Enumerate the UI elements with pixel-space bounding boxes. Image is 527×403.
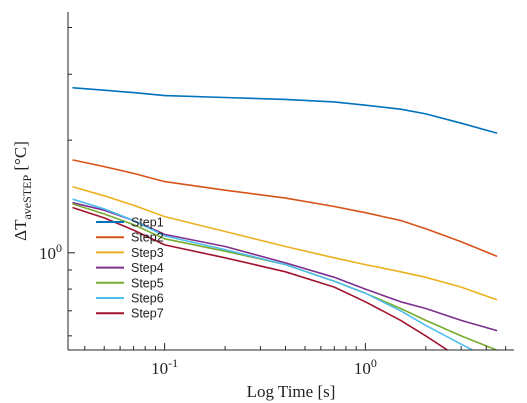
legend-entry-step7: Step7 bbox=[96, 307, 164, 321]
legend-label: Step3 bbox=[131, 246, 164, 260]
x-tick-label: 10-1 bbox=[151, 356, 178, 378]
y-axis-label: ΔTaveSTEP [°C] bbox=[11, 141, 34, 241]
legend-label: Step1 bbox=[131, 216, 164, 230]
series-line-step2 bbox=[72, 159, 498, 257]
legend-label: Step2 bbox=[131, 231, 164, 245]
legend-label: Step4 bbox=[131, 261, 164, 275]
legend-entry-step4: Step4 bbox=[96, 261, 164, 275]
axes-layer: 10-1 100 100 Log Time [s] ΔTaveSTEP [°C] bbox=[11, 12, 514, 401]
legend-entry-step3: Step3 bbox=[96, 246, 164, 260]
y-tick-label: 100 bbox=[39, 241, 62, 263]
series-line-step1 bbox=[72, 87, 498, 134]
series-line-step6 bbox=[72, 198, 475, 350]
legend-entry-step5: Step5 bbox=[96, 276, 164, 290]
legend-entry-step1: Step1 bbox=[96, 216, 164, 230]
series-layer bbox=[72, 87, 498, 350]
legend-label: Step6 bbox=[131, 292, 164, 306]
x-tick-label: 100 bbox=[354, 356, 377, 378]
legend-label: Step7 bbox=[131, 307, 164, 321]
legend-label: Step5 bbox=[131, 276, 164, 290]
legend-entry-step6: Step6 bbox=[96, 292, 164, 306]
series-line-step7 bbox=[72, 206, 449, 350]
series-line-step3 bbox=[72, 186, 498, 301]
x-axis-label: Log Time [s] bbox=[247, 382, 336, 401]
legend-entry-step2: Step2 bbox=[96, 231, 164, 245]
